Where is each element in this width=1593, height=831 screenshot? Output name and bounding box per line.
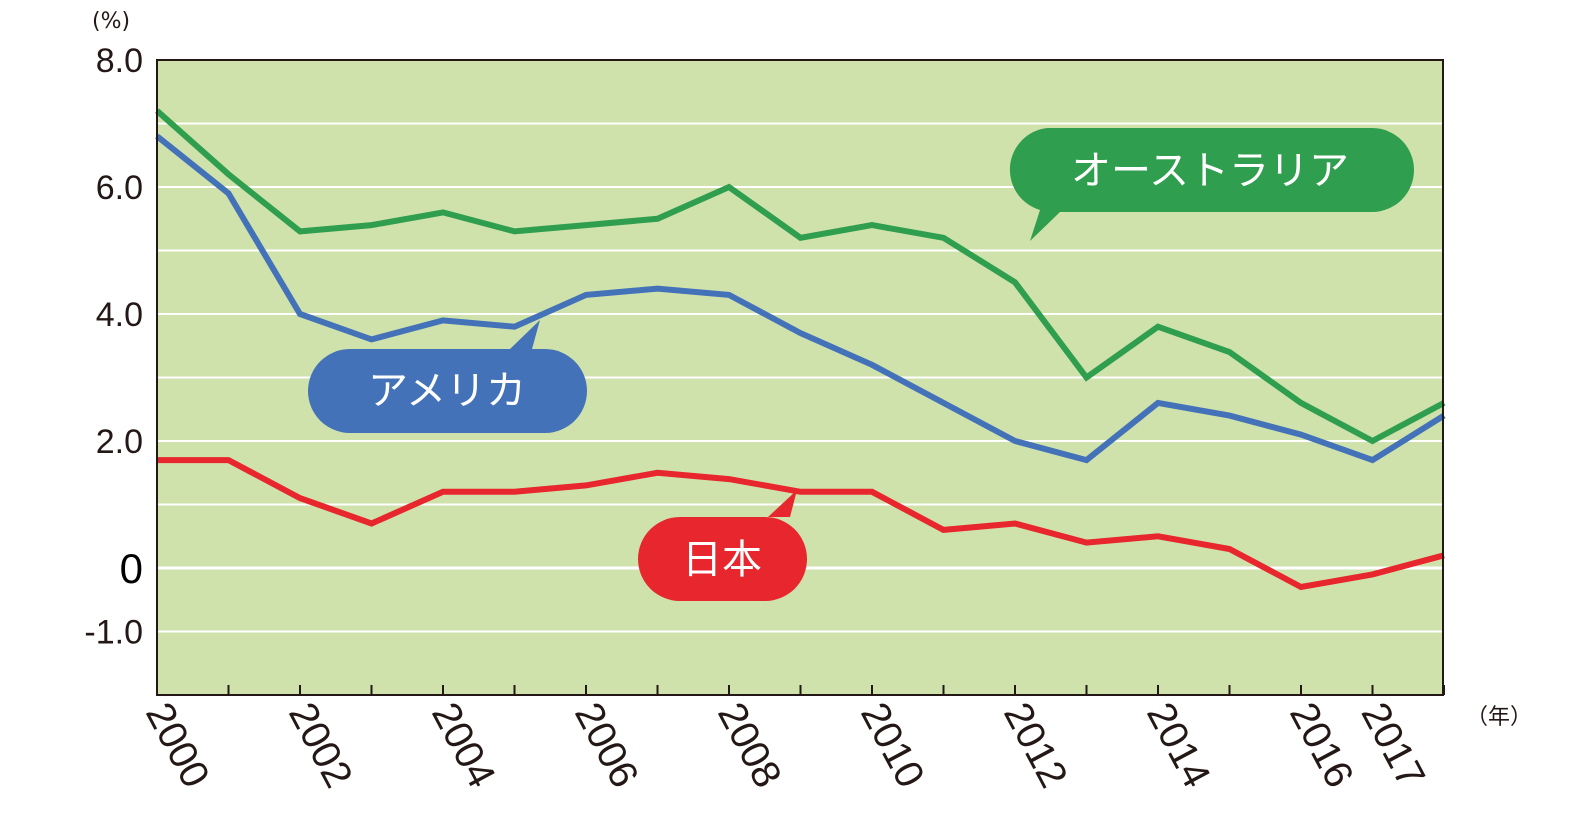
legend-label-japan: 日本	[682, 537, 762, 583]
legend-bubble-japan: 日本	[638, 490, 807, 601]
y-axis-labels: 8.0 6.0 4.0 2.0 0 -1.0	[84, 42, 143, 652]
legend-label-usa: アメリカ	[368, 368, 526, 414]
x-unit-label: （年）	[1466, 705, 1532, 730]
x-tick-label: 2008	[709, 696, 790, 795]
y-tick-label: -1.0	[84, 614, 143, 652]
legend-label-australia: オーストラリア	[1071, 148, 1349, 194]
x-tick-label: 2010	[852, 696, 933, 795]
bubble-shape	[308, 320, 587, 433]
y-tick-label: 4.0	[96, 296, 143, 334]
y-tick-label: 8.0	[96, 42, 143, 80]
x-tick-label: 2000	[137, 696, 218, 795]
y-tick-label: 2.0	[96, 423, 143, 461]
x-tick-label: 2004	[423, 696, 504, 795]
x-tick-label: 2016	[1281, 696, 1362, 795]
x-tick-label: 2012	[995, 696, 1076, 795]
legend-bubble-usa: アメリカ	[308, 320, 587, 433]
series-lines	[155, 108, 1446, 591]
x-axis-ticks	[156, 685, 1445, 695]
legend-bubble-australia: オーストラリア	[1009, 128, 1414, 241]
y-unit-label: (%)	[92, 9, 130, 34]
x-tick-label: 2002	[280, 696, 361, 795]
series-line-2	[157, 457, 1445, 591]
series-line-0	[155, 108, 1446, 445]
bubble-shape	[638, 490, 807, 601]
bubble-shape	[1009, 128, 1414, 241]
x-tick-label: 2017	[1353, 696, 1434, 795]
y-tick-label: 0	[120, 545, 143, 592]
x-tick-label: 2014	[1138, 696, 1219, 795]
x-tick-label: 2006	[566, 696, 647, 795]
y-tick-label: 6.0	[96, 169, 143, 207]
series-line-1	[155, 133, 1446, 464]
